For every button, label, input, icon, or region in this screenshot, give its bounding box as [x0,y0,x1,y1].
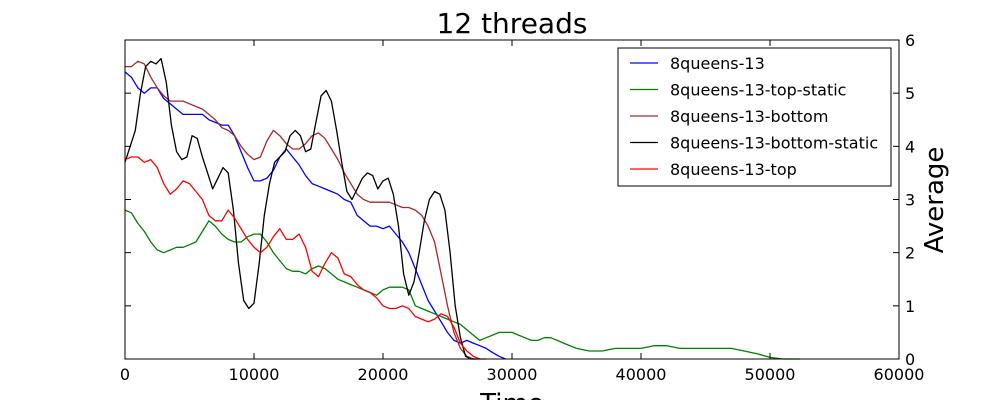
x-axis-ticks: 0 10000 20000 30000 40000 50000 60000 [120,40,925,384]
x-tick-label-1: 10000 [229,365,280,384]
legend-label-4: 8queens-13-top [670,160,797,179]
x-tick-label-4: 40000 [616,365,667,384]
legend-label-0: 8queens-13 [670,54,765,73]
y-axis-ticks: 0 1 2 3 4 5 6 [125,31,915,369]
legend-label-1: 8queens-13-top-static [670,81,846,100]
legend-label-2: 8queens-13-bottom [670,107,828,126]
y-tick-label-6: 6 [905,31,915,50]
y-tick-label-5: 5 [905,84,915,103]
y-tick-label-1: 1 [905,297,915,316]
series-layer [124,57,800,360]
x-tick-label-3: 30000 [487,365,538,384]
y-tick-label-2: 2 [905,244,915,263]
chart-title: 12 threads [437,7,588,40]
series-line-1 [124,209,800,360]
y-axis-label: Average [920,147,950,254]
x-tick-label-0: 0 [120,365,130,384]
x-tick-label-2: 20000 [358,365,409,384]
legend-box [617,47,892,187]
series-line-0 [124,71,506,360]
y-tick-label-4: 4 [905,137,915,156]
x-tick-label-6: 60000 [874,365,925,384]
y-tick-label-3: 3 [905,191,915,210]
series-line-3 [124,57,476,360]
series-line-2 [125,60,480,360]
y-tick-label-0: 0 [905,350,915,369]
legend: 8queens-13 8queens-13-top-static 8queens-1… [617,47,892,187]
x-tick-label-5: 50000 [745,365,796,384]
series-line-4 [124,156,487,360]
legend-label-3: 8queens-13-bottom-static [670,134,878,153]
x-axis-label: Time [479,389,544,400]
